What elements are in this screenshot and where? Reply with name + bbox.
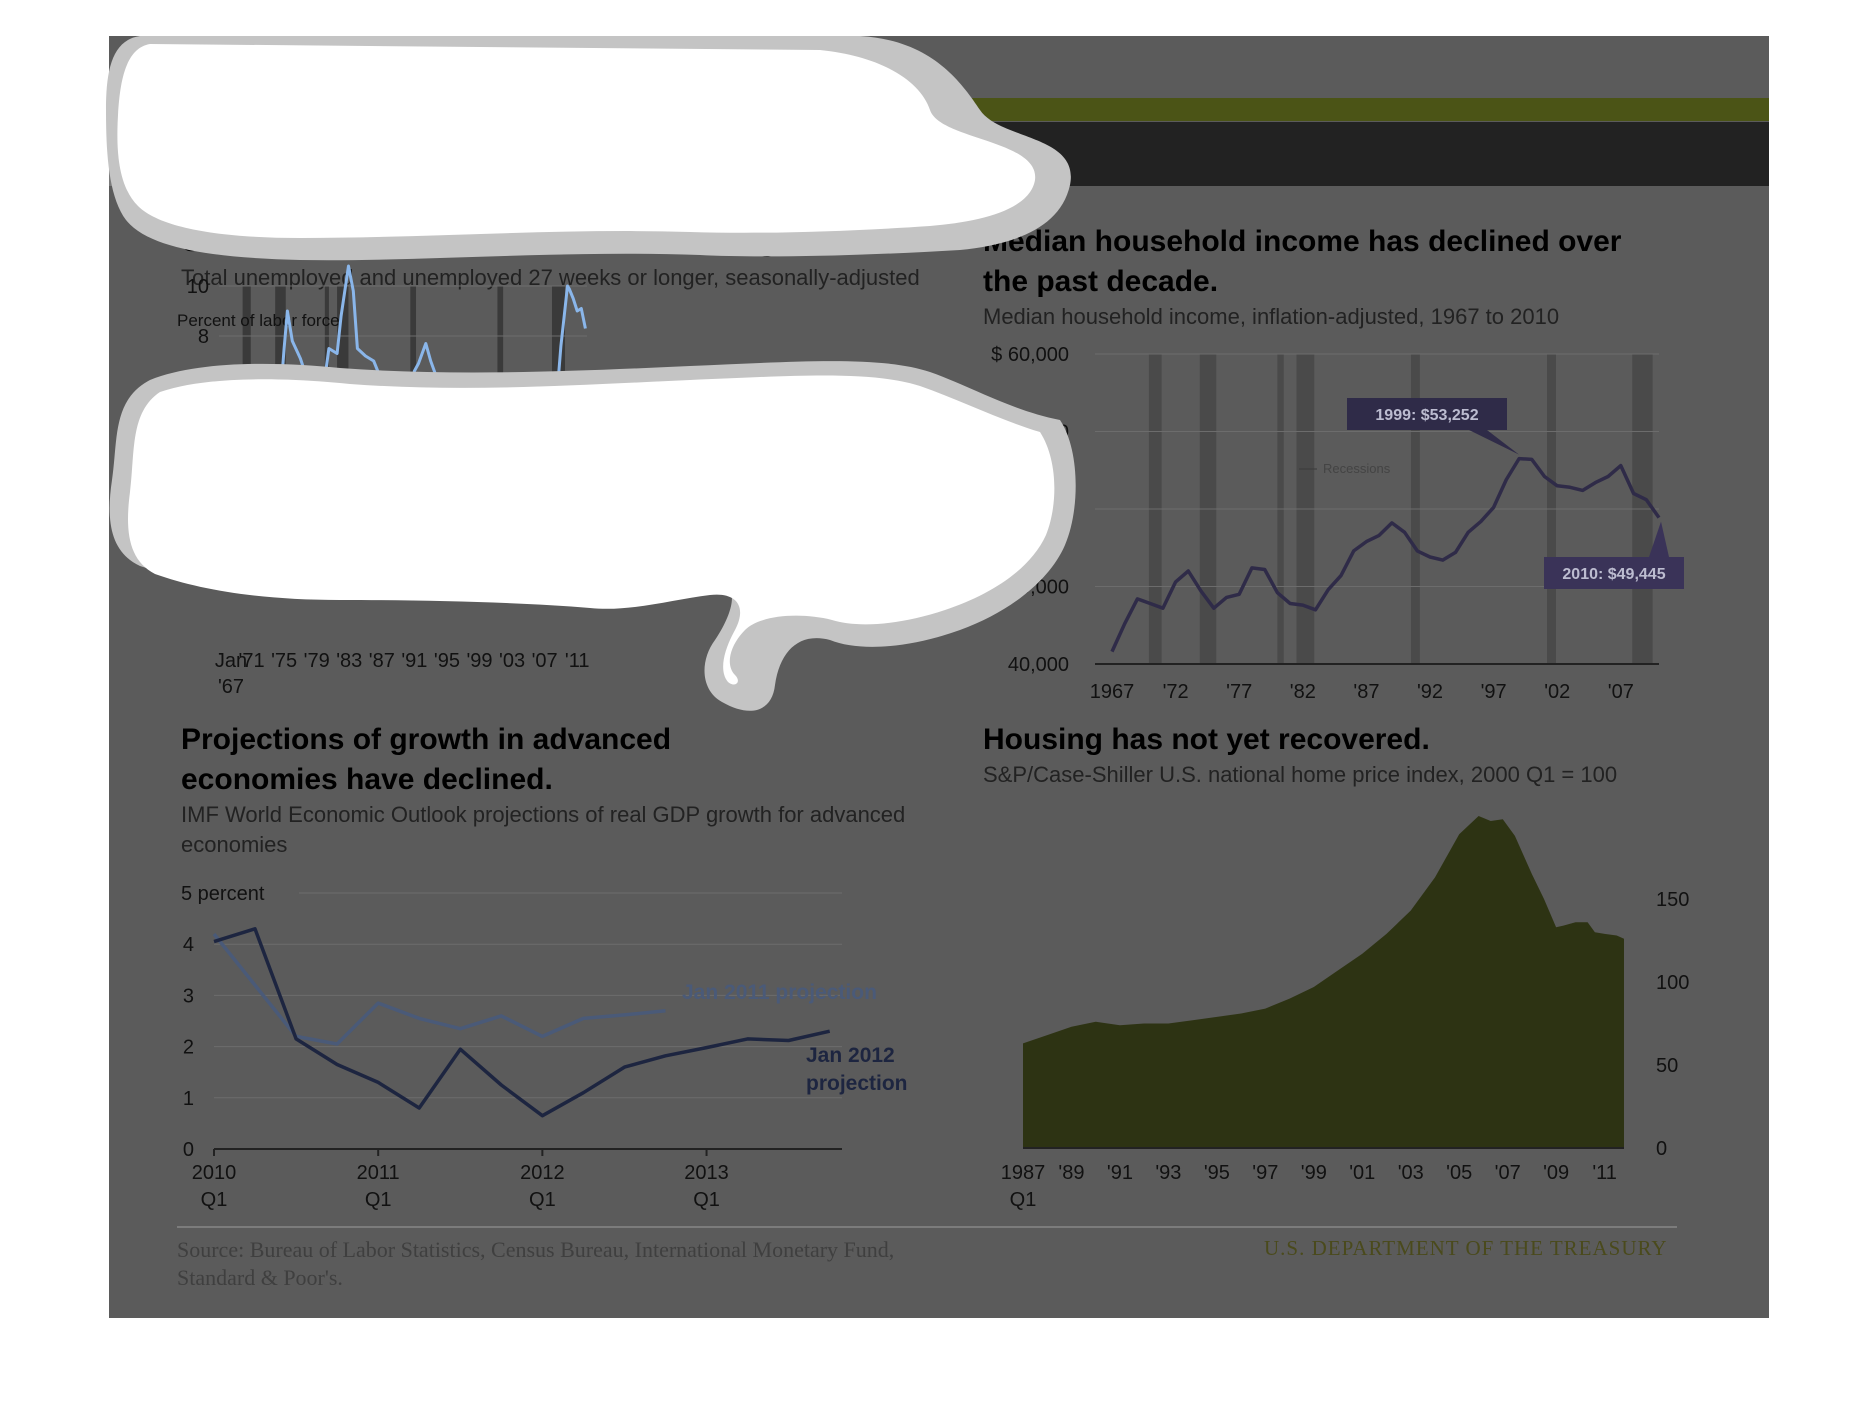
source-note: Source: Bureau of Labor Statistics, Cens…: [177, 1236, 1137, 1292]
y-tick-label: 100: [1656, 972, 1689, 994]
housing-chart-subtitle: S&P/Case-Shiller U.S. national home pric…: [983, 762, 1618, 787]
y-tick-label: 50: [1656, 1055, 1678, 1077]
x-tick-label: '77: [1226, 681, 1252, 703]
x-tick-sublabel: Q1: [529, 1189, 556, 1211]
y-tick-label: $ 60,000: [991, 344, 1069, 366]
y-axis-label: Percent of labor force: [177, 311, 340, 330]
x-tick-label: '01: [1349, 1162, 1375, 1184]
income-chart-title-line2: the past decade.: [983, 265, 1219, 298]
x-tick-label: '02: [1544, 681, 1570, 703]
y-tick-label: 2: [183, 1037, 194, 1059]
gdp-chart-subtitle-line1: IMF World Economic Outlook projections o…: [181, 802, 906, 827]
y-tick-label: 8: [198, 326, 209, 348]
series-line: [212, 932, 666, 1046]
x-tick-label: 2011: [357, 1162, 400, 1184]
source-line-2: Standard & Poor's.: [177, 1265, 343, 1290]
x-tick-sublabel: Q1: [365, 1189, 392, 1211]
agency-name: U.S. DEPARTMENT OF THE TREASURY: [1264, 1236, 1668, 1260]
y-tick-label: 150: [1656, 889, 1689, 911]
x-tick-label: '92: [1417, 681, 1443, 703]
x-tick-label: '11: [1592, 1162, 1617, 1184]
x-tick-label: '97: [1481, 681, 1507, 703]
gdp-chart-subtitle-line2: economies: [181, 832, 288, 857]
x-tick-sublabel: Q1: [201, 1189, 228, 1211]
x-tick-label: 1967: [1090, 681, 1135, 703]
housing-chart-title: Housing has not yet recovered.: [983, 723, 1430, 756]
income-chart-title-line1: Median household income has declined ove…: [983, 225, 1622, 258]
y-tick-label: 3: [183, 985, 194, 1007]
x-tick-label: '07: [1495, 1162, 1521, 1184]
gdp-chart: 0 1 2 3 4 5 percent 2010 Q1 2011 Q1 2012 Q1 2013 Q1 Ja…: [181, 883, 908, 1211]
series-area: [1023, 816, 1624, 1148]
series-label-jan-2012: projection: [806, 1072, 908, 1095]
series-line: [213, 927, 831, 1118]
annotation-label-1999: 1999: $53,252: [1375, 407, 1478, 424]
x-tick-label: '99: [1301, 1162, 1327, 1184]
series-line: [1110, 456, 1661, 653]
x-tick-label: '72: [1163, 681, 1189, 703]
x-tick-label: '97: [1252, 1162, 1278, 1184]
y-tick-label: 4: [183, 934, 194, 956]
source-line-1: Source: Bureau of Labor Statistics, Cens…: [177, 1237, 895, 1262]
y-tick-label: 5 percent: [181, 883, 265, 905]
footer-rule: [177, 1226, 1677, 1228]
y-tick-label: 0: [183, 1139, 194, 1161]
y-tick-label: 10: [187, 276, 209, 298]
gdp-chart-title-line2: economies have declined.: [181, 763, 553, 796]
x-tick-label: '93: [1155, 1162, 1181, 1184]
x-tick-label: 2013: [684, 1162, 729, 1184]
annotation-pointer-2010: [1649, 521, 1669, 557]
annotation-box-2010: [1544, 557, 1684, 589]
x-tick-sublabel: Q1: [1010, 1189, 1037, 1211]
x-tick-label: '95: [1204, 1162, 1230, 1184]
x-tick-label: '91: [1107, 1162, 1133, 1184]
series-label-jan-2012: Jan 2012: [806, 1044, 895, 1067]
y-tick-label: 1: [183, 1088, 194, 1110]
x-tick-label: '89: [1058, 1162, 1084, 1184]
x-tick-label: '03: [1398, 1162, 1424, 1184]
x-tick-label: 1987: [1001, 1162, 1046, 1184]
x-tick-sublabel: Q1: [693, 1189, 720, 1211]
x-tick-label: '05: [1446, 1162, 1472, 1184]
annotation-pointer-1999: [1469, 430, 1520, 455]
gdp-chart-title-line1: Projections of growth in advanced: [181, 723, 672, 756]
infographic-slide: The Economy 4 Challenges Remain, More Wo…: [109, 36, 1769, 1318]
x-tick-label: '09: [1543, 1162, 1569, 1184]
income-chart-subtitle: Median household income, inflation-adjus…: [983, 304, 1560, 329]
x-tick-label: 2010: [192, 1162, 237, 1184]
legend-label: Recessions: [1323, 461, 1391, 476]
x-tick-label: '87: [1353, 681, 1379, 703]
x-tick-label: 2012: [520, 1162, 565, 1184]
y-tick-label: 0: [1656, 1138, 1667, 1160]
annotation-label-2010: 2010: $49,445: [1562, 566, 1665, 583]
x-tick-label: '07: [1608, 681, 1634, 703]
annotation-box-1999: [1347, 398, 1507, 430]
x-tick-label: '82: [1290, 681, 1316, 703]
series-label-jan-2011: Jan 2011 projection: [682, 981, 877, 1004]
housing-chart: 0 50 100 150 1987 '89 '91 '93 '95 '97 '99 '01 '03 '05…: [1001, 816, 1689, 1211]
